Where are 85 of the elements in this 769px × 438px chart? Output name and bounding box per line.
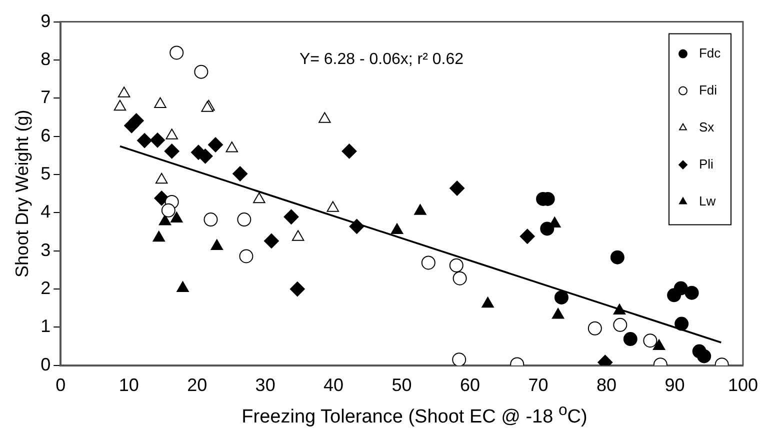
point	[124, 118, 140, 134]
point	[150, 132, 166, 148]
point	[161, 203, 176, 218]
point	[414, 204, 426, 215]
point	[613, 318, 628, 332]
point	[318, 112, 331, 123]
point	[170, 46, 184, 60]
point	[449, 258, 464, 272]
x-tick-label: 20	[187, 375, 208, 396]
point	[452, 271, 467, 286]
point	[232, 166, 248, 182]
point	[652, 339, 666, 350]
x-tick-label: 80	[596, 375, 617, 396]
x-tick-label: 40	[324, 375, 344, 396]
point	[155, 172, 168, 184]
point	[154, 190, 170, 206]
point	[452, 352, 466, 366]
point	[114, 100, 126, 111]
point	[208, 137, 224, 152]
point	[643, 334, 658, 348]
point	[158, 214, 172, 226]
y-tick-label: 9	[40, 10, 51, 31]
point	[194, 64, 208, 79]
point	[137, 133, 152, 148]
x-tick-label: 30	[255, 375, 276, 396]
point	[482, 296, 494, 308]
point	[342, 144, 357, 159]
x-tick-label: 50	[392, 375, 412, 396]
point	[349, 218, 364, 234]
point	[684, 286, 699, 300]
point	[450, 180, 465, 196]
point	[166, 128, 178, 140]
x-tick-label: 90	[664, 375, 685, 396]
point	[292, 230, 304, 241]
x-tick-label: 60	[460, 375, 480, 396]
y-tick-label: 6	[40, 125, 51, 146]
legend-label: Lw	[698, 193, 716, 208]
legend-label: Fdc	[698, 45, 722, 60]
point	[210, 239, 224, 250]
point	[390, 223, 404, 234]
x-axis-title: Freezing Tolerance (Shoot EC @ -18 $^{o}$C)	[240, 402, 588, 428]
annotation: Y= 6.28 - 0.06x; r² 0.62	[299, 51, 464, 68]
legend-label: Pli	[698, 156, 714, 172]
point	[326, 201, 340, 212]
y-tick-label: 1	[40, 316, 51, 336]
point	[264, 233, 279, 248]
point	[520, 228, 535, 244]
point	[239, 249, 254, 264]
point	[118, 86, 130, 98]
point	[623, 332, 638, 346]
y-tick-label: 8	[40, 48, 51, 69]
point	[284, 209, 299, 224]
point	[540, 222, 554, 236]
point	[226, 142, 238, 152]
y-tick-label: 4	[40, 202, 51, 222]
x-tick-label: 10	[118, 375, 139, 396]
y-tick-label: 3	[40, 240, 51, 260]
point	[152, 230, 165, 242]
point	[674, 281, 688, 296]
point	[290, 282, 305, 297]
point	[610, 250, 624, 264]
y-tick-label: 5	[40, 163, 51, 184]
point	[552, 308, 564, 319]
y-tick-label: 7	[40, 87, 51, 108]
point	[154, 97, 166, 108]
y-axis-title: Shoot Dry Weight (g)	[12, 110, 32, 278]
point	[421, 256, 436, 270]
point	[554, 290, 568, 304]
point	[170, 212, 183, 223]
point	[237, 212, 252, 227]
x-tick-label: 100	[728, 375, 758, 396]
point	[164, 144, 180, 159]
point	[674, 316, 689, 331]
legend-label: Sx	[698, 119, 715, 134]
point	[697, 349, 712, 364]
x-tick-label: 0	[56, 375, 66, 396]
x-tick-label: 70	[528, 375, 548, 396]
point	[253, 192, 266, 204]
legend-label: Fdi	[698, 82, 718, 98]
point	[613, 304, 626, 315]
y-tick-label: 0	[40, 354, 51, 374]
point	[204, 212, 218, 227]
point	[588, 321, 602, 336]
point	[176, 281, 189, 292]
y-tick-label: 2	[40, 278, 51, 298]
